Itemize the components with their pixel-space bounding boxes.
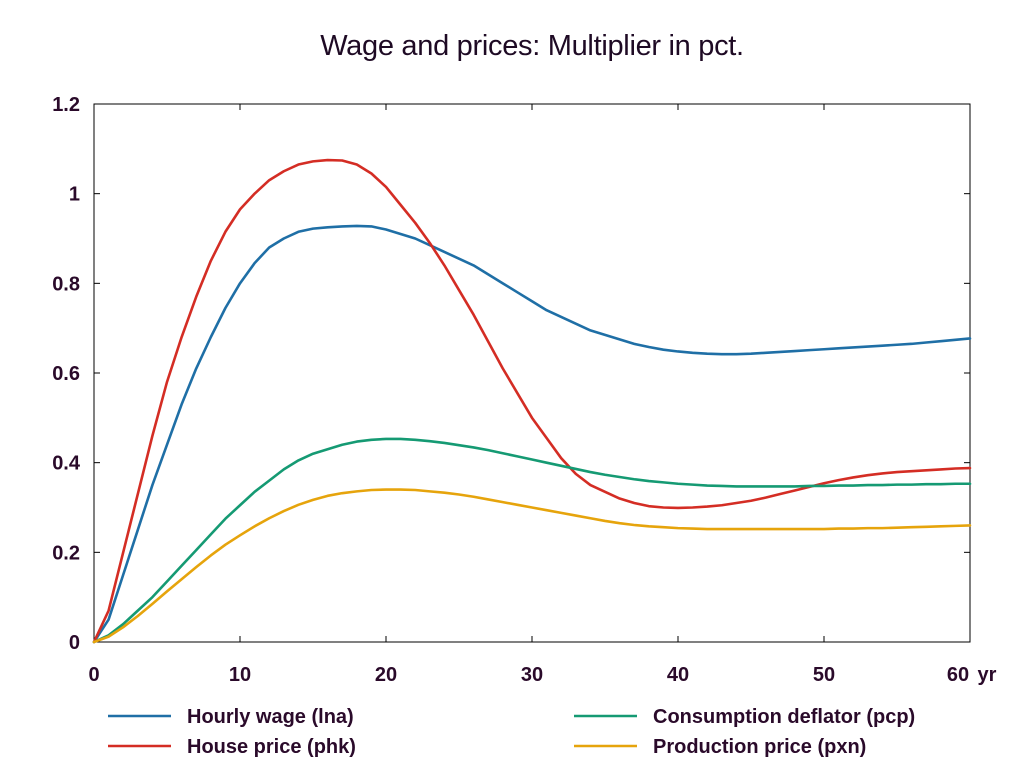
legend-label: House price (phk) [187, 736, 356, 758]
legend: Hourly wage (lna) Consumption deflator (p… [108, 706, 915, 758]
y-tick-label: 0.8 [52, 273, 80, 295]
series-line [92, 158, 972, 644]
y-tick-label: 1 [69, 184, 80, 206]
series-line [92, 437, 972, 644]
plot-frame [93, 103, 971, 643]
series-layer [92, 158, 972, 644]
x-tick-label: 10 [229, 664, 251, 686]
chart-title: Wage and prices: Multiplier in pct. [320, 30, 744, 62]
y-tick-label: 0.2 [52, 542, 80, 564]
legend-label: Hourly wage (lna) [187, 706, 354, 728]
x-tick-label: 50 [813, 664, 835, 686]
x-tick-label: 40 [667, 664, 689, 686]
legend-label: Consumption deflator (pcp) [653, 706, 915, 728]
plot-area: 0 0.2 0.4 0.6 0.8 1 1.2 0 10 20 30 40 50 60 yr [52, 94, 996, 686]
x-axis-unit: yr [978, 664, 997, 686]
series-line [92, 224, 972, 644]
legend-label: Production price (pxn) [653, 736, 866, 758]
y-tick-label: 1.2 [52, 94, 80, 116]
x-tick-label: 0 [88, 664, 99, 686]
y-tick-label: 0.4 [52, 453, 81, 475]
x-tick-label: 30 [521, 664, 543, 686]
x-tick-label: 20 [375, 664, 397, 686]
x-tick-label: 60 [947, 664, 969, 686]
series-line [92, 488, 972, 644]
y-tick-label: 0.6 [52, 363, 80, 385]
y-tick-label: 0 [69, 632, 80, 654]
